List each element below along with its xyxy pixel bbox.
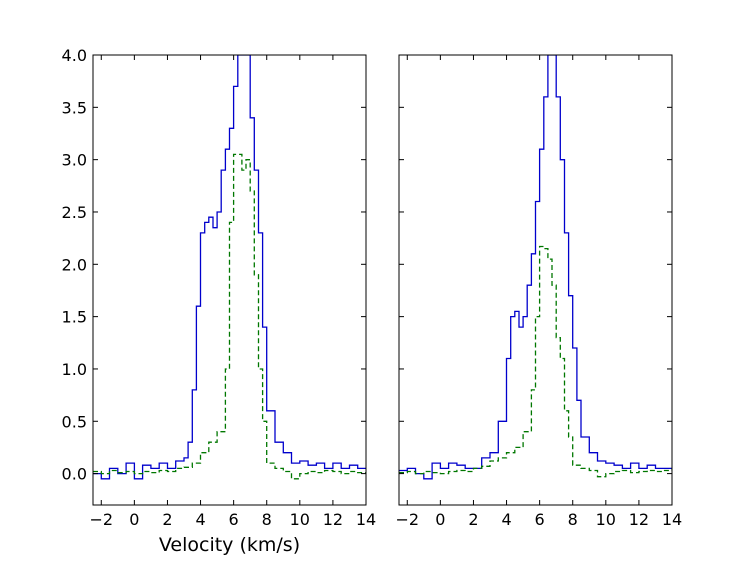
right-panel: −2 0 2 4 6 8 10 12 14 (395, 54, 682, 529)
x-tick-label: 0 (435, 510, 445, 529)
x-tick-label: 2 (162, 510, 172, 529)
x-axis-label: Velocity (km/s) (159, 534, 300, 556)
x-tick-label: 8 (568, 510, 578, 529)
left-panel: −2 0 2 4 6 8 10 12 14 0.0 0.5 1.0 1.5 2.0 2.5 3.0 3.5 4.0… (62, 46, 377, 556)
x-tick-label: 6 (229, 510, 239, 529)
plot-frame (398, 54, 673, 506)
x-tick-label: 14 (356, 510, 376, 529)
series-group (399, 55, 672, 480)
y-tick-label: 0.0 (62, 465, 87, 484)
y-tick-label: 1.5 (62, 308, 87, 327)
x-tick-label: 14 (662, 510, 682, 529)
dashed-green-series (399, 245, 672, 478)
solid-blue-series (93, 55, 366, 480)
x-tick-label: 10 (596, 510, 616, 529)
y-tick-label: 3.0 (62, 151, 87, 170)
y-tick-label: 0.5 (62, 412, 87, 431)
dashed-green-series (93, 153, 366, 480)
y-tick-label: 3.5 (62, 98, 87, 117)
x-tick-label: 6 (535, 510, 545, 529)
x-tick-label: 12 (323, 510, 343, 529)
x-tick-label: −2 (395, 510, 419, 529)
x-tick-label: 10 (290, 510, 310, 529)
x-tick-label: 4 (195, 510, 205, 529)
y-tick-label: 1.0 (62, 360, 87, 379)
y-tick-label: 4.0 (62, 46, 87, 65)
x-tick-label: 4 (501, 510, 511, 529)
plot-frame (92, 54, 367, 506)
series-group (93, 55, 366, 480)
x-tick-label: 8 (262, 510, 272, 529)
y-tick-label: 2.5 (62, 203, 87, 222)
solid-blue-series (399, 55, 672, 480)
x-tick-label: 12 (629, 510, 649, 529)
x-tick-label: −2 (89, 510, 113, 529)
y-tick-label: 2.0 (62, 255, 87, 274)
x-tick-label: 2 (468, 510, 478, 529)
x-tick-label: 0 (129, 510, 139, 529)
